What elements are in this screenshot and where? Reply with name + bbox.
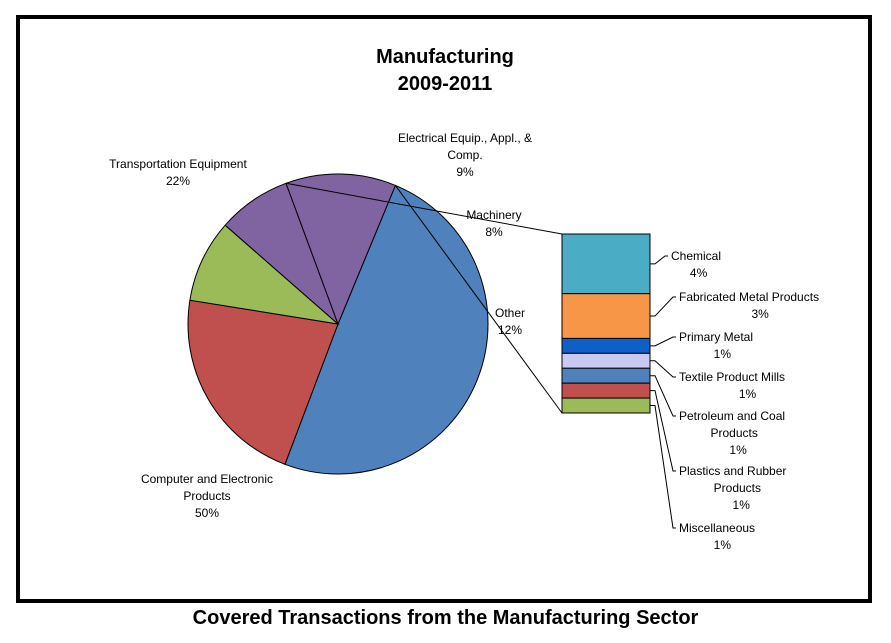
leader-line-textile-product-mills [650,360,676,378]
bar-label-chemical: Chemical 4% [671,249,721,280]
pie-slice-computer-and-electronic-products [284,184,489,475]
pie-label-machinery: Machinery 8% [466,208,521,239]
bar-segment-plastics-and-rubber-products [561,382,651,399]
leader-line-plastics-and-rubber-products [650,390,676,472]
leader-lines [650,255,676,529]
data-labels: Computer and Electronic Products 50% Transp… [109,131,819,552]
chart-title: Manufacturing [376,46,514,68]
leader-line-chemical [650,255,668,265]
bar-segment-primary-metal [561,337,651,354]
chart-subtitle: 2009-2011 [398,73,493,95]
pie-slice-other [285,173,397,326]
leader-line-miscellaneous [650,405,676,529]
pie-slices [187,173,489,475]
bar-segment-miscellaneous [561,397,651,414]
bar-label-primary-metal: Primary Metal 1% [679,330,753,361]
pie-slice-transportation-equipment [187,299,339,465]
bar-segment-petroleum-and-coal-products [561,367,651,384]
pie-label-electrical-equip-appl-comp: Electrical Equip., Appl., & Comp. 9% [398,131,532,179]
pie-label-transportation-equipment: Transportation Equipment 22% [109,157,247,188]
breakdown-connectors [285,182,563,414]
bar-label-textile-product-mills: Textile Product Mills 1% [679,370,785,401]
bar-label-petroleum-and-coal-products: Petroleum and Coal Products 1% [679,409,785,457]
bar-label-plastics-and-rubber-products: Plastics and Rubber Products 1% [679,464,786,512]
bar-label-miscellaneous: Miscellaneous 1% [679,521,755,552]
leader-line-primary-metal [650,336,676,347]
chart-caption: Covered Transactions from the Manufactur… [192,607,699,629]
pie-label-other: Other 12% [495,306,525,337]
pie-slice-electrical-equip-appl-comp [189,224,340,325]
bar-segment-fabricated-metal-products [561,293,651,339]
pie-label-computer-and-electronic-products: Computer and Electronic Products 50% [141,472,273,520]
breakdown-bar [561,233,651,414]
connector-bottom [394,185,563,414]
leader-line-petroleum-and-coal-products [650,375,676,417]
bar-label-fabricated-metal-products: Fabricated Metal Products 3% [679,290,819,321]
connector-top [285,182,563,235]
bar-segment-textile-product-mills [561,352,651,369]
leader-line-fabricated-metal-products [650,296,676,317]
bar-segment-chemical [561,233,651,295]
